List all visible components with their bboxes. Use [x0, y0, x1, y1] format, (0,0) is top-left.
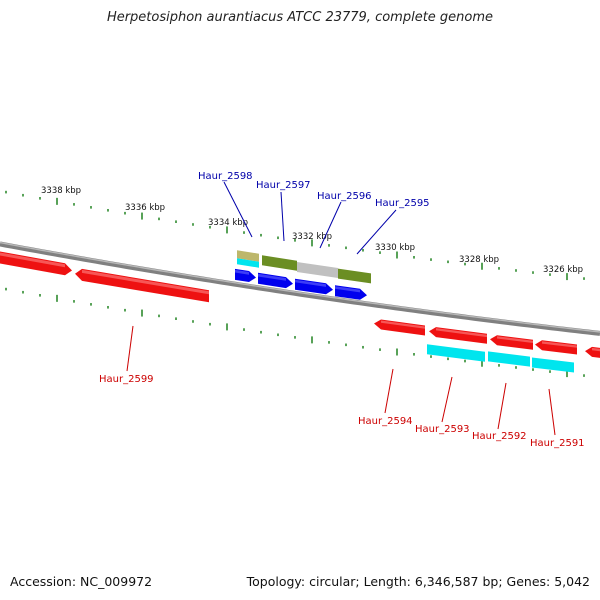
gene-blue-arrow-shade	[235, 269, 249, 275]
reverse-gene-leader-line	[126, 325, 134, 372]
gene-blue-arrow-shade	[295, 279, 326, 287]
scale-tick-label: 3336 kbp	[125, 203, 165, 213]
reverse-gene-label: Haur_2593	[415, 424, 470, 435]
forward-gene-leader-line	[319, 201, 342, 249]
gene-red-arrow	[535, 340, 577, 355]
gene-red-arrow-shade	[82, 269, 209, 295]
scale-tick-label: 3330 kbp	[375, 243, 415, 253]
reverse-gene-label: Haur_2594	[358, 416, 413, 427]
reverse-gene-leader-line	[441, 376, 453, 423]
accession-text: Accession: NC_009972	[10, 574, 153, 589]
scale-tick-label: 3338 kbp	[41, 186, 81, 196]
forward-gene-label: Haur_2598	[198, 171, 253, 182]
forward-gene-label: Haur_2595	[375, 198, 430, 209]
cds-cyan-block	[237, 258, 259, 268]
gene-red-arrow-shade	[542, 341, 577, 348]
gene-red-arrow	[490, 335, 533, 350]
feature-tan-block	[237, 250, 259, 262]
gene-red-arrow-shade	[592, 347, 600, 352]
forward-gene-leader-line	[223, 181, 253, 238]
scale-tick-label: 3326 kbp	[543, 265, 583, 275]
reverse-gene-leader-line	[497, 382, 507, 430]
forward-gene-label: Haur_2596	[317, 191, 372, 202]
reverse-gene-label: Haur_2592	[472, 431, 527, 442]
reverse-gene-leader-line	[384, 368, 394, 414]
feature-olive-block	[338, 268, 371, 284]
forward-gene-label: Haur_2597	[256, 180, 311, 191]
reverse-gene-label: Haur_2591	[530, 438, 585, 449]
cds-cyan-block	[532, 357, 574, 373]
genome-summary-text: Topology: circular; Length: 6,346,587 bp…	[246, 574, 590, 589]
gene-blue-arrow-shade	[258, 273, 286, 281]
scale-tick-label: 3328 kbp	[459, 255, 499, 265]
feature-grey-block	[297, 262, 338, 278]
reverse-gene-leader-line	[548, 388, 556, 436]
forward-gene-leader-line	[356, 209, 397, 255]
gene-red-arrow-shade	[0, 252, 65, 268]
gene-red-arrow-shade	[497, 336, 533, 343]
cds-cyan-block	[427, 344, 485, 362]
reverse-gene-label: Haur_2599	[99, 374, 154, 385]
feature-olive-block	[262, 255, 297, 271]
genome-backbone-highlight	[0, 241, 600, 333]
gene-blue-arrow-shade	[335, 286, 360, 293]
genome-backbone	[0, 241, 600, 336]
cds-cyan-block	[488, 351, 530, 367]
scale-tick-label: 3334 kbp	[208, 218, 248, 228]
forward-gene-leader-line	[280, 191, 285, 242]
scale-tick-label: 3332 kbp	[292, 232, 332, 242]
gene-red-arrow-shade	[436, 328, 487, 338]
genome-title: Herpetosiphon aurantiacus ATCC 23779, co…	[106, 10, 494, 25]
gene-red-arrow-shade	[381, 320, 425, 329]
